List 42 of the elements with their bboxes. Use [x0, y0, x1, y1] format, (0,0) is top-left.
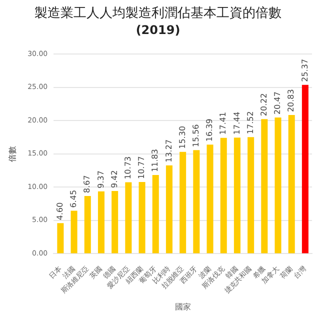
- data-label: 25.37: [300, 58, 310, 82]
- data-label: 17.41: [218, 112, 228, 135]
- chart-title: 製造業工人人均製造利潤佔基本工資的倍數: [34, 6, 282, 22]
- bar: [57, 223, 64, 254]
- bar: [112, 191, 118, 254]
- bar: [180, 152, 186, 254]
- data-label: 16.39: [205, 118, 214, 142]
- bar: [98, 191, 104, 254]
- data-label: 17.44: [232, 112, 242, 135]
- bar: [302, 84, 308, 254]
- data-label: 10.77: [137, 156, 146, 180]
- bar: [274, 117, 282, 254]
- bar: [166, 165, 172, 254]
- bar: [70, 210, 78, 254]
- data-label: 10.73: [124, 156, 133, 180]
- bar: [125, 182, 132, 254]
- data-label: 9.42: [110, 170, 119, 188]
- bar: [138, 182, 146, 254]
- bar: [152, 174, 159, 254]
- data-label: 15.30: [178, 126, 187, 149]
- bar: [234, 138, 240, 254]
- y-axis-title: 倍數: [8, 146, 17, 162]
- data-label: 8.67: [82, 175, 92, 193]
- data-label: 15.56: [191, 124, 200, 148]
- data-label: 20.47: [273, 92, 282, 114]
- bar: [193, 150, 200, 254]
- data-label: 4.60: [56, 202, 65, 220]
- x-axis-title: 國家: [174, 302, 191, 312]
- bar: [248, 137, 254, 254]
- chart-subtitle: (2019): [136, 22, 180, 37]
- bar: [84, 196, 91, 254]
- data-label: 17.52: [246, 111, 255, 134]
- bar: [220, 138, 227, 254]
- data-label: 20.83: [286, 89, 296, 112]
- data-label: 6.45: [69, 190, 78, 208]
- data-label: 20.22: [259, 93, 268, 116]
- bar: [206, 144, 214, 254]
- data-label: 11.83: [150, 149, 160, 172]
- data-label: 13.27: [164, 139, 174, 162]
- bar: [288, 115, 295, 254]
- bar: [261, 119, 268, 254]
- data-label: 9.37: [96, 170, 106, 188]
